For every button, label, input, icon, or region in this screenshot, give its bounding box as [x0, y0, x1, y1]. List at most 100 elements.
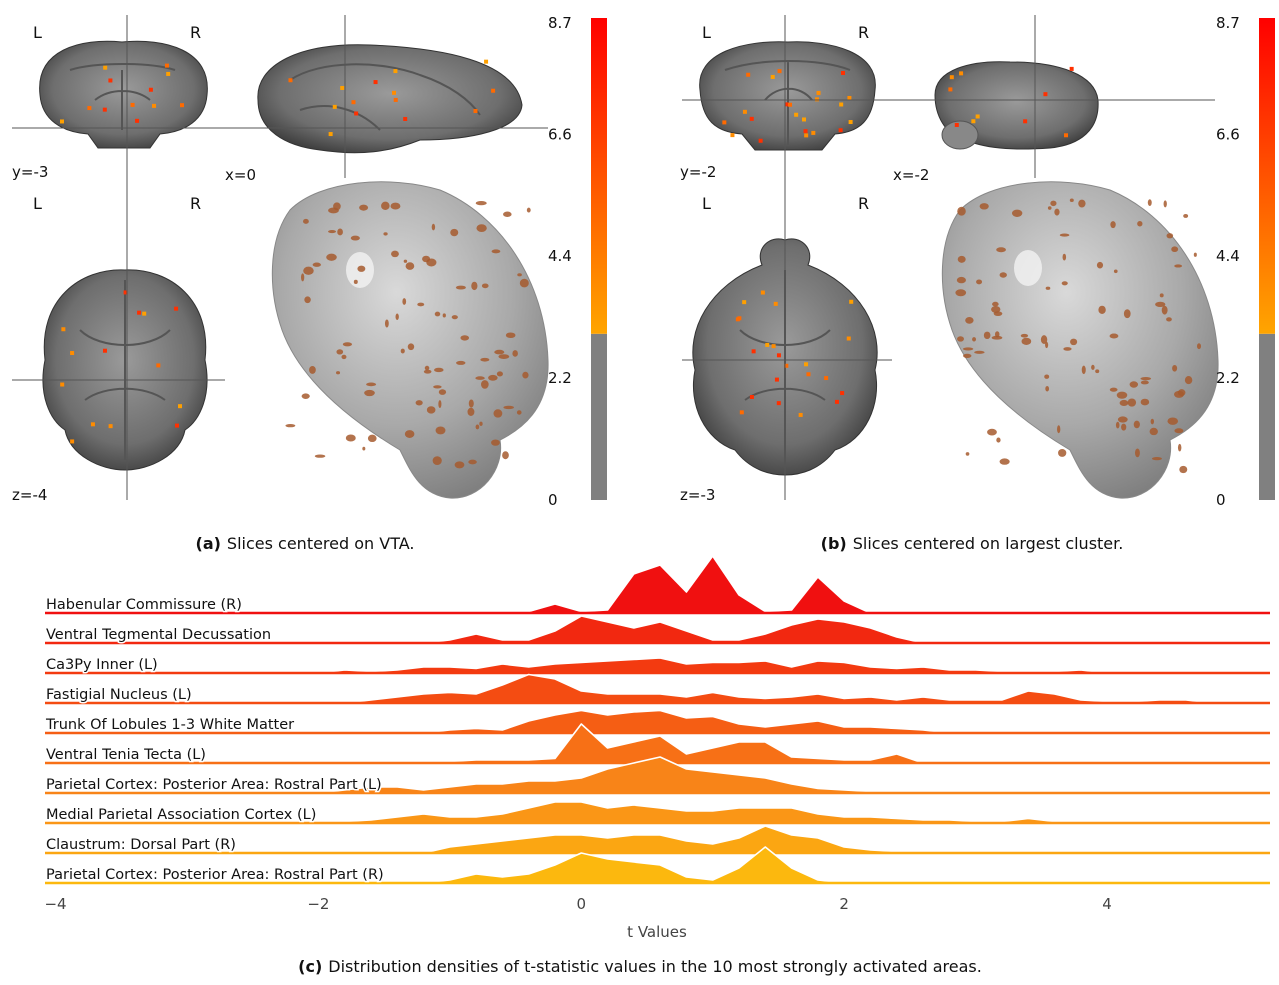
colorbars: 0 2.2 4.4 6.6 8.7 0 2.2 4.4 6.6 8.7 — [548, 14, 1275, 509]
activation-blob — [491, 439, 500, 446]
voxel — [770, 74, 775, 79]
voxel — [61, 327, 66, 332]
activation-blob — [285, 424, 296, 428]
activation-blob — [962, 347, 974, 351]
activation-blob — [1061, 281, 1068, 286]
ridgeline-plot: Habenular Commissure (R) Ventral Tegmenta… — [44, 555, 1270, 913]
activation-blob — [481, 283, 489, 289]
activation-blob — [999, 458, 1010, 465]
voxel — [180, 103, 185, 108]
activation-blob — [1021, 337, 1032, 345]
activation-blob — [1177, 443, 1182, 452]
ridge-area — [317, 657, 1213, 674]
voxel — [174, 423, 179, 428]
ridge-label: Parietal Cortex: Posterior Area: Rostral… — [46, 867, 384, 883]
activation-blob — [423, 369, 432, 374]
activation-blob — [1150, 418, 1155, 425]
activation-blob — [1134, 448, 1140, 458]
activation-blob — [516, 410, 522, 415]
activation-blob — [366, 382, 377, 387]
activation-blob — [426, 406, 436, 414]
activation-blob — [974, 350, 985, 354]
orientation-label: R — [190, 194, 201, 213]
activation-blob — [1095, 369, 1100, 374]
ridge-area — [317, 801, 1213, 824]
activation-blob — [481, 380, 489, 389]
activation-blob — [407, 343, 415, 351]
caption-label: (c) — [298, 957, 322, 976]
activation-blob — [1129, 381, 1139, 388]
colorbar-tick-label: 0 — [1216, 491, 1226, 509]
voxel — [773, 301, 778, 306]
activation-blob — [503, 211, 512, 217]
activation-blob — [1117, 416, 1128, 423]
activation-blob — [475, 376, 485, 380]
activation-blob — [1123, 309, 1131, 319]
activation-blob — [957, 206, 966, 216]
voxel — [776, 401, 781, 406]
activation-blob — [1166, 317, 1172, 322]
activation-blob — [402, 298, 407, 305]
activation-blob — [417, 302, 425, 307]
activation-blob — [1045, 341, 1049, 349]
activation-blob — [963, 353, 972, 359]
voxel — [730, 133, 735, 138]
voxel — [816, 90, 821, 95]
voxel — [137, 310, 142, 315]
activation-blob — [471, 281, 478, 291]
activation-blob — [976, 279, 983, 285]
orientation-label: L — [702, 23, 711, 42]
activation-blob — [522, 371, 529, 379]
ridge-label: Claustrum: Dorsal Part (R) — [46, 837, 236, 853]
activation-blob — [519, 278, 529, 288]
activation-blob — [1196, 343, 1202, 350]
activation-blob — [460, 335, 470, 341]
activation-blob — [400, 348, 405, 354]
activation-blob — [1096, 261, 1104, 269]
voxel — [102, 348, 107, 353]
voxel — [102, 107, 107, 112]
activation-blob — [491, 249, 501, 254]
voxel — [765, 342, 770, 347]
ridge-label: Habenular Commissure (R) — [46, 597, 242, 613]
caption: (c) Distribution densities of t-statistic… — [298, 957, 982, 976]
panel-a-images — [39, 40, 549, 499]
voxel — [354, 111, 359, 116]
voxel — [142, 311, 147, 316]
voxel — [788, 102, 793, 107]
x-tick-label: −4 — [44, 895, 66, 913]
voxel — [392, 90, 397, 95]
voxel — [328, 132, 333, 137]
voxel — [473, 108, 478, 113]
voxel — [135, 118, 140, 123]
voxel — [332, 104, 337, 109]
activation-blob — [503, 405, 515, 410]
activation-blob — [467, 407, 475, 416]
activation-blob — [1183, 213, 1189, 218]
ridge-label: Ventral Tenia Tecta (L) — [46, 747, 206, 763]
ridge-label: Ca3Py Inner (L) — [46, 657, 158, 673]
voxel — [959, 71, 964, 76]
caption: (b) Slices centered on largest cluster. — [821, 534, 1124, 553]
caption-text: Distribution densities of t-statistic va… — [328, 957, 982, 976]
voxel — [746, 72, 751, 77]
activation-blob — [432, 456, 442, 466]
activation-blob — [350, 235, 360, 241]
colorbar-tick-label: 8.7 — [1216, 14, 1240, 32]
colorbar-tick-label: 0 — [548, 491, 558, 509]
voxel — [774, 377, 779, 382]
activation-blob — [395, 313, 399, 320]
activation-blob — [972, 337, 977, 342]
activation-blob — [979, 203, 989, 210]
activation-blob — [403, 259, 408, 263]
activation-blob — [1063, 347, 1072, 351]
voxel — [804, 133, 809, 138]
activation-blob — [992, 301, 999, 307]
ridge-label: Parietal Cortex: Posterior Area: Rostral… — [46, 777, 382, 793]
activation-blob — [303, 218, 309, 224]
activation-blob — [526, 207, 531, 213]
voxel — [749, 116, 754, 121]
activation-blob — [454, 461, 465, 469]
activation-blob — [1184, 376, 1193, 385]
activation-blob — [309, 365, 316, 374]
